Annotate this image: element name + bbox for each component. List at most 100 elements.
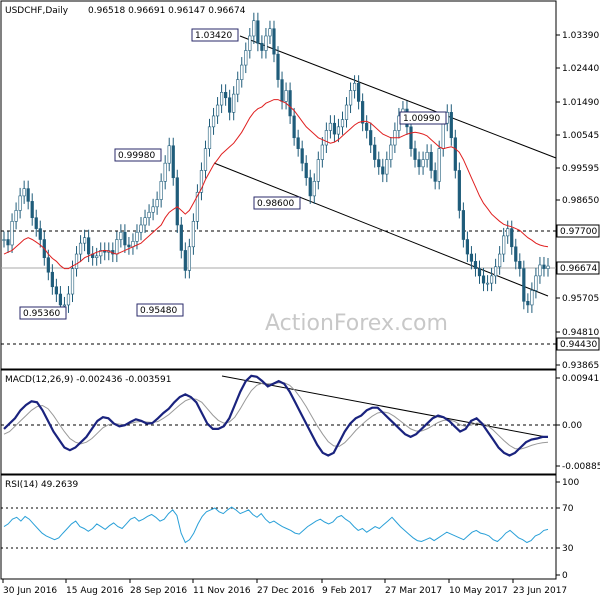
price-candle [143,217,147,226]
price-candle [296,137,300,149]
price-candle [183,250,187,271]
price-candle [240,64,244,80]
price-candle [228,97,232,113]
price-candle [489,275,494,284]
price-candle [510,228,514,248]
price-candle [2,239,6,241]
price-candle [74,253,79,269]
x-tick-4: 27 Dec 2016 [257,586,315,596]
macd-tick-1: 0.00 [562,421,582,431]
price-candle [22,188,26,197]
price-candle [248,35,252,51]
annotation-6-text: 0.95480 [140,306,177,316]
price-candle [70,268,75,295]
price-tick-10: 0.93865 [562,361,599,371]
price-candle [127,244,131,248]
price-candle [87,237,91,255]
price-candles [2,12,550,313]
price-candle [332,122,337,135]
x-tick-8: 23 Jun 2017 [513,586,567,596]
channel-top-trendline [239,35,557,159]
price-candle [328,122,333,131]
price-tick-5: 0.98650 [562,196,599,206]
price-candle [203,148,208,171]
rsi-panel-frame [0,474,557,580]
price-candle [300,148,304,164]
price-candle [389,144,393,160]
price-candle [324,130,328,146]
price-candle [99,250,103,257]
price-candle [191,221,195,248]
price-candle [340,119,345,128]
price-candle [167,145,171,164]
x-tick-6: 27 Mar 2017 [385,586,442,596]
price-candle [369,130,373,146]
rsi-tick-2: 30 [562,544,574,554]
annotation-4-text: 1.00990 [403,114,440,124]
price-candle [518,261,522,269]
price-candle [506,228,510,237]
price-candle [377,159,381,168]
annotation-5: 0.95360 [19,306,67,320]
price-candle [207,126,212,149]
price-candle [280,79,284,102]
price-candle [18,195,22,211]
price-candle [54,286,58,295]
x-axis: 30 Jun 2016 15 Aug 2016 28 Sep 2016 11 N… [2,579,567,596]
price-candle [526,301,530,306]
macd-y-axis: 0.009411 0.00 -0.008852 [556,374,600,472]
price-candle [252,20,256,37]
macd-line [3,374,548,457]
price-candle [34,217,38,229]
price-candle [534,275,538,291]
price-candle [437,148,441,182]
price-tick-1: 1.02440 [562,64,599,74]
price-candle [457,170,461,211]
price-tick-4: 0.99595 [562,164,599,174]
price-tick-9: 0.94810 [562,328,599,338]
price-candle [14,210,18,222]
macd-panel-frame [0,369,557,475]
price-candle [429,151,433,171]
price-candle [465,239,470,255]
x-tick-1: 15 Aug 2016 [66,586,124,596]
price-candle [336,126,341,135]
rsi-tick-1: 70 [562,504,574,514]
price-candle [272,28,276,55]
price-candle [50,271,54,288]
level-label-1-text: 0.97700 [560,227,597,237]
price-candle [316,159,320,182]
price-candle [224,92,228,99]
ohlc-label: 0.96518 0.96691 0.96147 0.96674 [88,6,246,16]
price-candle [357,82,361,102]
annotation-2: 0.99980 [114,148,162,162]
price-candle [179,224,183,251]
price-candle [215,104,220,117]
price-candle [163,162,167,182]
level-label-1: 0.97700 [556,224,600,238]
price-candle [425,151,429,160]
price-candle [344,104,349,120]
price-candle [6,239,10,246]
annotation-5-text: 0.95360 [23,309,60,319]
price-candle [175,177,179,226]
price-candle [433,170,437,182]
price-candle [413,148,417,160]
price-candle [46,257,50,273]
x-tick-7: 10 May 2017 [449,586,508,596]
macd-trendline [221,375,547,438]
watermark: ActionForex.com [265,311,448,336]
price-candle [365,122,369,131]
macd-title: MACD(12,26,9) -0.002436 -0.003591 [5,375,171,385]
current-price-label-text: 0.96674 [560,264,597,274]
price-candle [441,122,445,149]
price-candle [292,115,296,139]
price-candle [284,90,288,102]
price-candle [312,181,316,197]
price-candle [469,253,474,262]
price-tick-2: 1.01490 [562,98,599,108]
price-candle [78,242,83,255]
price-candle [95,255,99,258]
price-candle [385,159,389,175]
price-candle [58,293,63,306]
